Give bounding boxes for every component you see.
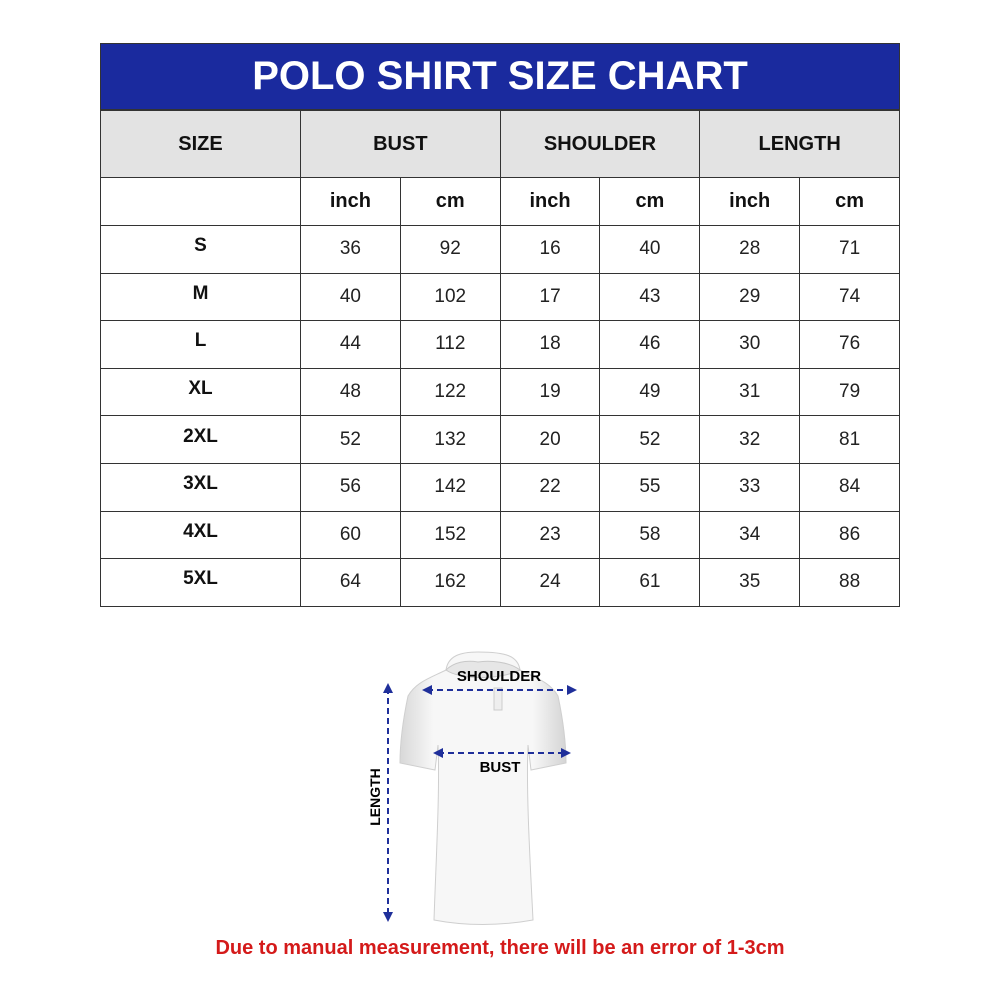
chart-title: POLO SHIRT SIZE CHART bbox=[100, 43, 900, 110]
value-cell: 162 bbox=[399, 558, 501, 607]
value-cell: 61 bbox=[599, 558, 701, 607]
value-cell: 33 bbox=[699, 462, 801, 512]
value-cell: 52 bbox=[599, 415, 701, 464]
header-shoulder: SHOULDER bbox=[499, 110, 701, 178]
size-cell: 5XL bbox=[100, 558, 301, 607]
header-row: SIZE BUST SHOULDER LENGTH bbox=[100, 110, 900, 178]
unit-cm: cm bbox=[599, 177, 701, 226]
size-table: SIZE BUST SHOULDER LENGTH inch cm inch cm in… bbox=[100, 110, 900, 607]
table-row: 3XL 56 142 22 55 33 84 bbox=[100, 462, 900, 512]
size-cell: M bbox=[100, 272, 301, 322]
size-cell: S bbox=[100, 225, 301, 274]
shirt-icon bbox=[399, 651, 567, 925]
value-cell: 76 bbox=[799, 320, 900, 369]
table-row: XL 48 122 19 49 31 79 bbox=[100, 367, 900, 417]
value-cell: 46 bbox=[599, 320, 701, 369]
unit-cm: cm bbox=[399, 177, 501, 226]
value-cell: 122 bbox=[399, 367, 501, 417]
value-cell: 142 bbox=[399, 462, 501, 512]
value-cell: 28 bbox=[699, 225, 801, 274]
value-cell: 60 bbox=[300, 510, 401, 560]
value-cell: 86 bbox=[799, 510, 900, 560]
size-cell: XL bbox=[100, 367, 301, 417]
value-cell: 23 bbox=[499, 510, 601, 560]
bust-label: BUST bbox=[480, 759, 521, 776]
value-cell: 29 bbox=[699, 272, 801, 322]
table-row: 2XL 52 132 20 52 32 81 bbox=[100, 415, 900, 464]
table-row: 5XL 64 162 24 61 35 88 bbox=[100, 558, 900, 607]
value-cell: 16 bbox=[499, 225, 601, 274]
value-cell: 152 bbox=[399, 510, 501, 560]
value-cell: 35 bbox=[699, 558, 801, 607]
table-row: S 36 92 16 40 28 71 bbox=[100, 225, 900, 274]
value-cell: 34 bbox=[699, 510, 801, 560]
value-cell: 40 bbox=[300, 272, 401, 322]
value-cell: 24 bbox=[499, 558, 601, 607]
size-cell: 3XL bbox=[100, 462, 301, 512]
value-cell: 56 bbox=[300, 462, 401, 512]
table-row: 4XL 60 152 23 58 34 86 bbox=[100, 510, 900, 560]
value-cell: 22 bbox=[499, 462, 601, 512]
size-cell: L bbox=[100, 320, 301, 369]
value-cell: 43 bbox=[599, 272, 701, 322]
value-cell: 132 bbox=[399, 415, 501, 464]
value-cell: 74 bbox=[799, 272, 900, 322]
unit-inch: inch bbox=[300, 177, 401, 226]
table-row: M 40 102 17 43 29 74 bbox=[100, 272, 900, 322]
value-cell: 48 bbox=[300, 367, 401, 417]
unit-row: inch cm inch cm inch cm bbox=[100, 177, 900, 226]
unit-inch: inch bbox=[699, 177, 801, 226]
measurement-note: Due to manual measurement, there will be… bbox=[215, 937, 785, 959]
value-cell: 49 bbox=[599, 367, 701, 417]
value-cell: 55 bbox=[599, 462, 701, 512]
shoulder-label: SHOULDER bbox=[457, 668, 541, 685]
header-bust: BUST bbox=[300, 110, 501, 178]
size-cell: 2XL bbox=[100, 415, 301, 464]
value-cell: 84 bbox=[799, 462, 900, 512]
value-cell: 92 bbox=[399, 225, 501, 274]
value-cell: 58 bbox=[599, 510, 701, 560]
value-cell: 17 bbox=[499, 272, 601, 322]
value-cell: 31 bbox=[699, 367, 801, 417]
header-length: LENGTH bbox=[699, 110, 900, 178]
length-label: LENGTH bbox=[367, 768, 383, 826]
value-cell: 112 bbox=[399, 320, 501, 369]
value-cell: 32 bbox=[699, 415, 801, 464]
table-row: L 44 112 18 46 30 76 bbox=[100, 320, 900, 369]
value-cell: 30 bbox=[699, 320, 801, 369]
value-cell: 102 bbox=[399, 272, 501, 322]
value-cell: 19 bbox=[499, 367, 601, 417]
value-cell: 20 bbox=[499, 415, 601, 464]
value-cell: 44 bbox=[300, 320, 401, 369]
value-cell: 64 bbox=[300, 558, 401, 607]
value-cell: 88 bbox=[799, 558, 900, 607]
shirt-diagram: SHOULDER BUST LENGTH bbox=[367, 651, 577, 925]
value-cell: 52 bbox=[300, 415, 401, 464]
value-cell: 79 bbox=[799, 367, 900, 417]
unit-cm: cm bbox=[799, 177, 900, 226]
header-size: SIZE bbox=[100, 110, 301, 178]
value-cell: 40 bbox=[599, 225, 701, 274]
value-cell: 71 bbox=[799, 225, 900, 274]
value-cell: 81 bbox=[799, 415, 900, 464]
empty-cell bbox=[100, 177, 301, 226]
value-cell: 18 bbox=[499, 320, 601, 369]
size-cell: 4XL bbox=[100, 510, 301, 560]
unit-inch: inch bbox=[499, 177, 601, 226]
value-cell: 36 bbox=[300, 225, 401, 274]
